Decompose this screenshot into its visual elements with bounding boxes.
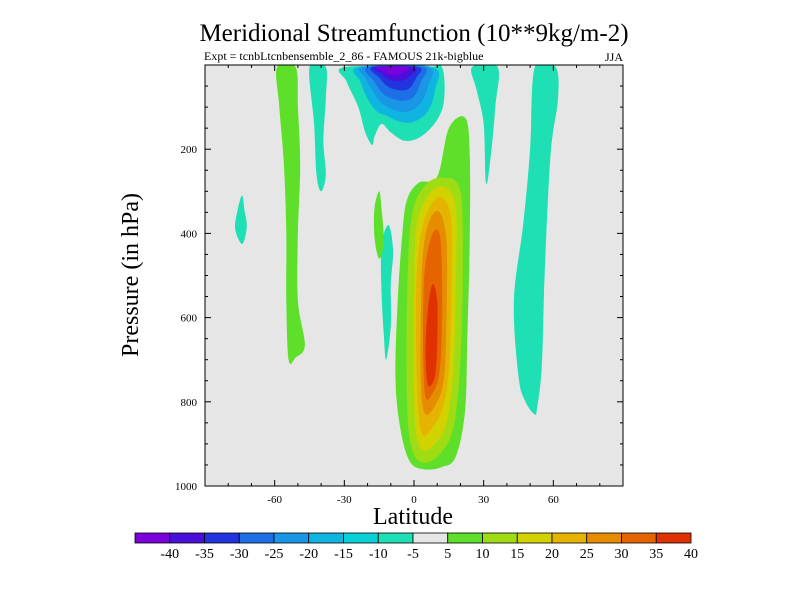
colorbar-swatch — [377, 532, 414, 544]
colorbar-swatch — [343, 532, 379, 544]
contour-sh-midlevel-positive-small — [373, 191, 384, 259]
colorbar-label: -40 — [160, 547, 179, 562]
colorbar-label: 15 — [510, 547, 524, 562]
colorbar-label: -10 — [369, 547, 388, 562]
axes: -60 -30 0 30 60 200 400 600 800 1000 — [175, 64, 624, 506]
colorbar-label: -25 — [265, 547, 284, 562]
x-tick-label: -30 — [337, 494, 352, 506]
contour-sh-strat-negative — [309, 65, 328, 192]
y-tick-label: 200 — [181, 144, 198, 156]
colorbar-swatch — [238, 532, 275, 544]
colorbar-label: 40 — [684, 547, 698, 562]
colorbar-label: 35 — [649, 547, 663, 562]
contour-tropical-neg-level-35 — [375, 66, 409, 76]
colorbar-swatch — [273, 532, 310, 544]
colorbar-label: -35 — [195, 547, 214, 562]
contour-cell-level-40 — [427, 311, 436, 370]
y-axis-label: Pressure (in hPa) — [118, 193, 144, 357]
colorbar-swatch — [308, 532, 344, 544]
contour-nh-strat-negative-deep — [513, 65, 559, 415]
chart-subtitle-right: JJA — [605, 50, 623, 64]
colorbar-label: 30 — [615, 547, 629, 562]
colorbar-swatch — [169, 532, 205, 544]
contour-nh-strat-negative-ridge — [471, 65, 500, 184]
colorbar-label: -30 — [230, 547, 249, 562]
x-tick-label: -60 — [267, 494, 282, 506]
colorbar-label: -15 — [334, 547, 353, 562]
colorbar-label: 10 — [476, 547, 490, 562]
colorbar-label: -5 — [407, 547, 419, 562]
contour-sh-midlevel-negative-cell — [380, 224, 394, 360]
colorbar-swatch — [655, 532, 692, 544]
y-tick-label: 1000 — [175, 481, 198, 493]
chart-title: Meridional Streamfunction (10**9kg/m-2) — [199, 20, 628, 47]
x-tick-label: 0 — [411, 494, 417, 506]
colorbar-swatch — [447, 532, 483, 544]
colorbar-label: 5 — [444, 547, 451, 562]
colorbar-swatch — [204, 532, 240, 544]
colorbar-swatch — [621, 532, 657, 544]
colorbar-swatch — [412, 532, 449, 544]
colorbar-label: 20 — [545, 547, 559, 562]
colorbar-label: -20 — [299, 547, 318, 562]
chart-subtitle-left: Expt = tcnbLtcnbensemble_2_86 - FAMOUS 2… — [204, 49, 484, 63]
x-tick-label: 30 — [478, 494, 490, 506]
colorbar-swatch — [516, 532, 553, 544]
plot-area — [205, 65, 623, 486]
colorbar-swatch — [482, 532, 518, 544]
colorbar-swatch — [134, 532, 171, 544]
x-tick-label: 60 — [548, 494, 560, 506]
contour-sh-strat-positive — [276, 65, 305, 364]
y-tick-label: 800 — [181, 397, 198, 409]
colorbar-label: 25 — [580, 547, 594, 562]
colorbar-swatch — [551, 532, 588, 544]
colorbar: -40 -35 -30 -25 -20 -15 -10 -5 5 10 15 20 25 30 35 40 — [134, 532, 698, 562]
contour-sh-midlevel-negative-small — [235, 195, 247, 244]
colorbar-swatch — [586, 532, 622, 544]
y-tick-label: 400 — [181, 228, 198, 240]
y-tick-label: 600 — [181, 313, 198, 325]
x-axis-label: Latitude — [373, 504, 453, 530]
